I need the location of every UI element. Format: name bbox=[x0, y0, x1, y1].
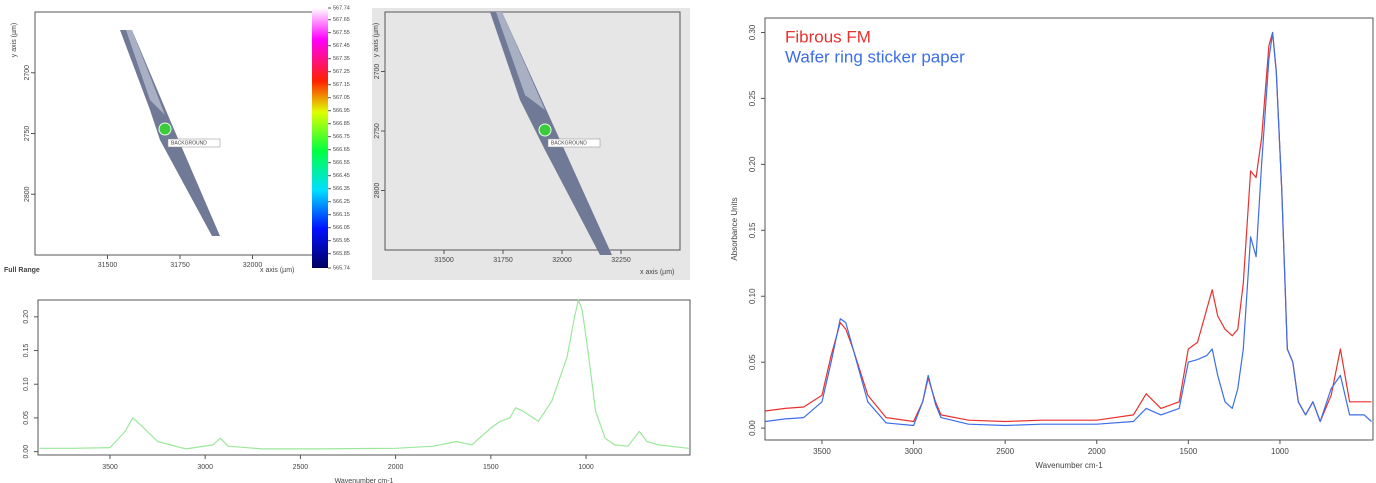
y-tick-label: 0.25 bbox=[748, 90, 757, 106]
colorbar-tick-label: 566.25 bbox=[333, 199, 350, 205]
colorbar-tick-label: 566.95 bbox=[333, 108, 350, 114]
map-panel bbox=[0, 8, 302, 280]
colorbar-tick-label: 567.25 bbox=[333, 69, 350, 75]
marker-label: BACKGROUND bbox=[551, 140, 587, 146]
y-axis-label: Absorbance Units bbox=[730, 197, 739, 260]
colorbar-tick-label: 566.65 bbox=[333, 147, 350, 153]
colorbar-tick-label: 566.15 bbox=[333, 212, 350, 218]
sample-image bbox=[496, 12, 545, 110]
marker-label-box bbox=[547, 138, 601, 148]
y-tick-label: 2700 bbox=[374, 64, 381, 80]
x-axis-label: Wavenumber cm-1 bbox=[335, 478, 394, 483]
x-tick-label: 3000 bbox=[197, 464, 213, 471]
x-tick-label: 3500 bbox=[813, 447, 831, 456]
y-tick-label: 2700 bbox=[24, 65, 31, 81]
x-tick-label: 1500 bbox=[483, 464, 499, 471]
y-tick-label: 0.15 bbox=[748, 222, 757, 238]
y-tick-label: 0.05 bbox=[748, 354, 757, 370]
colorbar-tick-label: 566.75 bbox=[333, 134, 350, 140]
x-tick-label: 2000 bbox=[1088, 447, 1106, 456]
marker bbox=[538, 123, 552, 137]
colorbar-tick-label: 565.85 bbox=[333, 251, 350, 257]
x-tick-label: 31750 bbox=[170, 262, 190, 269]
y-axis-label: y axis (µm) bbox=[11, 23, 18, 57]
colorbar-tick-label: 566.45 bbox=[333, 173, 350, 179]
spectrum-line bbox=[765, 31, 1372, 423]
y-tick-label: 0.00 bbox=[748, 420, 757, 436]
x-tick-label: 3500 bbox=[102, 464, 118, 471]
colorbar-tick-label: 567.05 bbox=[333, 95, 350, 101]
x-tick-label: 2500 bbox=[996, 447, 1014, 456]
colorbar-tick-label: 567.55 bbox=[333, 30, 350, 36]
spectrum-line bbox=[39, 299, 689, 450]
legend-entry: Fibrous FM bbox=[785, 27, 871, 46]
x-axis-label: x axis (µm) bbox=[640, 269, 674, 276]
map-panel bbox=[372, 8, 690, 280]
y-tick-label: 0.20 bbox=[748, 156, 757, 172]
colorbar-tick-label: 566.55 bbox=[333, 160, 350, 166]
y-tick-label: 0.00 bbox=[23, 445, 30, 459]
colorbar-tick-label: 567.45 bbox=[333, 43, 350, 49]
colorbar-tick-label: 566.05 bbox=[333, 225, 350, 231]
colorbar-tick-label: 567.35 bbox=[333, 56, 350, 62]
y-tick-label: 0.05 bbox=[23, 411, 30, 425]
y-tick-label: 2800 bbox=[24, 186, 31, 202]
y-tick-label: 0.10 bbox=[748, 288, 757, 304]
x-tick-label: 2500 bbox=[293, 464, 309, 471]
plot-frame bbox=[37, 299, 691, 456]
x-tick-label: 2000 bbox=[388, 464, 404, 471]
sample-image bbox=[126, 30, 165, 115]
colorbar-tick-label: 567.65 bbox=[333, 17, 350, 23]
y-tick-label: 0.15 bbox=[23, 344, 30, 358]
y-tick-label: 0.20 bbox=[23, 310, 30, 324]
x-tick-label: 1500 bbox=[1179, 447, 1197, 456]
colorbar-tick-label: 567.74 bbox=[333, 5, 350, 11]
range-label: Full Range bbox=[4, 267, 40, 274]
plot-frame bbox=[764, 17, 1374, 441]
x-tick-label: 31500 bbox=[434, 257, 454, 264]
x-tick-label: 1000 bbox=[578, 464, 594, 471]
colorbar bbox=[312, 8, 328, 268]
marker-label: BACKGROUND bbox=[171, 140, 207, 146]
x-tick-label: 32000 bbox=[243, 262, 263, 269]
y-tick-label: 0.10 bbox=[23, 377, 30, 391]
x-tick-label: 32000 bbox=[552, 257, 572, 264]
x-axis-label: Wavenumber cm-1 bbox=[1035, 461, 1103, 470]
marker-label-box bbox=[167, 138, 221, 148]
legend-entry: Wafer ring sticker paper bbox=[785, 47, 965, 66]
x-tick-label: 3000 bbox=[905, 447, 923, 456]
y-tick-label: 2750 bbox=[24, 126, 31, 142]
marker bbox=[158, 122, 172, 136]
x-axis-label: x axis (µm) bbox=[260, 267, 294, 274]
y-axis-label: y axis (µm) bbox=[373, 23, 380, 57]
colorbar-tick-label: 566.85 bbox=[333, 121, 350, 127]
y-tick-label: 0.30 bbox=[748, 24, 757, 40]
colorbar-tick-label: 566.35 bbox=[333, 186, 350, 192]
x-tick-label: 31750 bbox=[493, 257, 513, 264]
y-tick-label: 2800 bbox=[374, 183, 381, 199]
x-tick-label: 1000 bbox=[1271, 447, 1289, 456]
y-tick-label: 2750 bbox=[374, 123, 381, 139]
colorbar-tick-label: 565.95 bbox=[333, 238, 350, 244]
colorbar-tick-label: 565.74 bbox=[333, 265, 350, 271]
x-tick-label: 32250 bbox=[611, 257, 631, 264]
spectrum-line bbox=[765, 31, 1372, 427]
colorbar-tick-label: 567.15 bbox=[333, 82, 350, 88]
x-tick-label: 31500 bbox=[98, 262, 118, 269]
